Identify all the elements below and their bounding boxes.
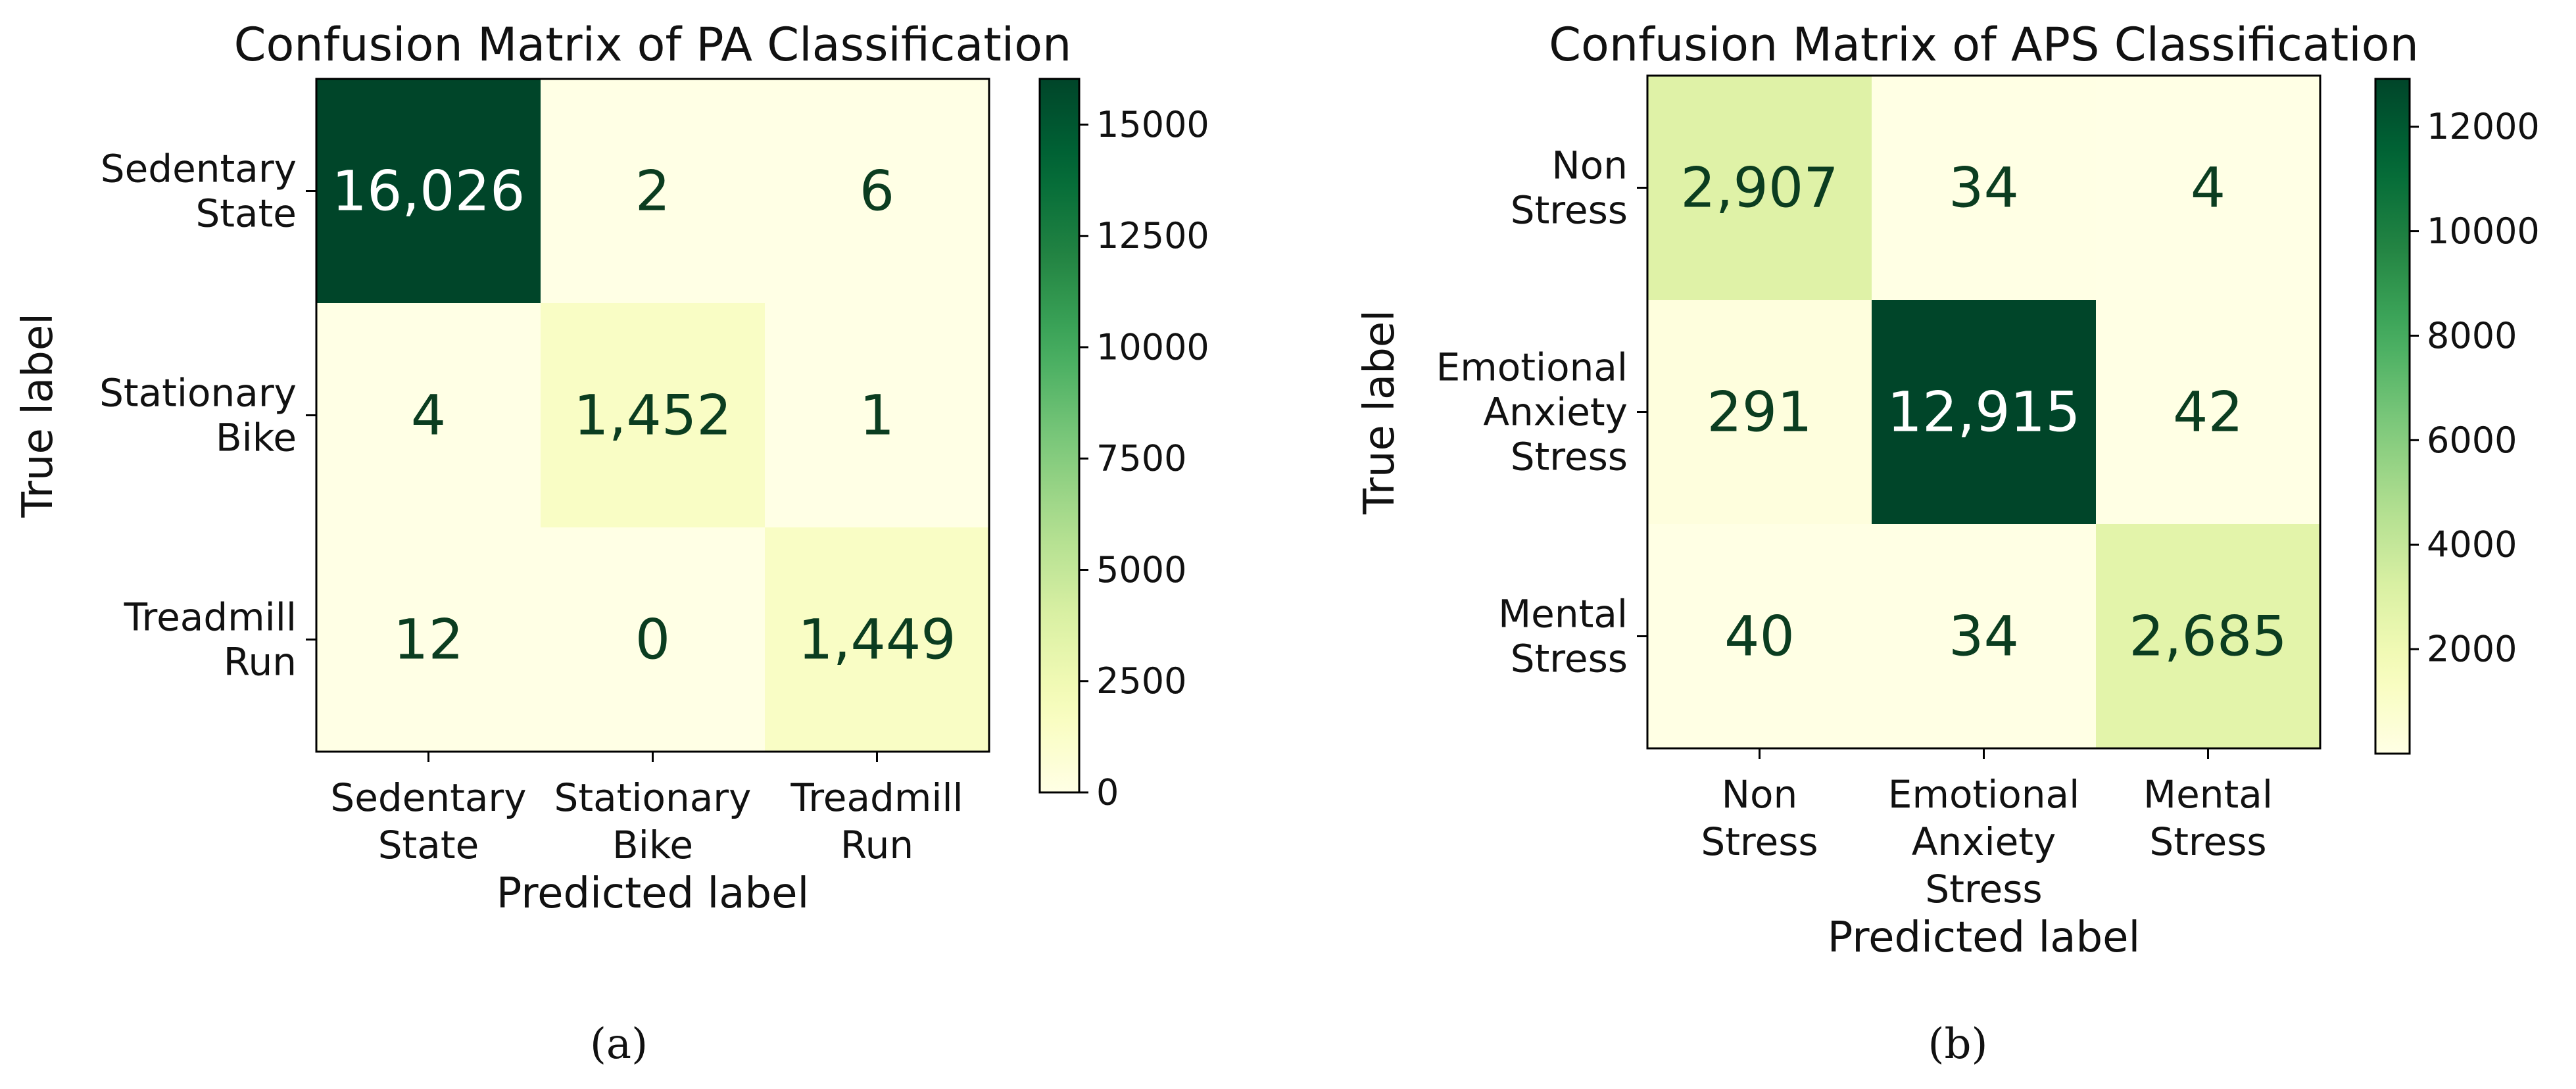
panel-b-cell-0-0	[1647, 76, 1872, 300]
panel-b-x-tick-label-1-1: Anxiety	[1912, 819, 2056, 864]
panel-b-cell-label-2-0: 40	[1724, 604, 1795, 669]
panel-a-cell-2-1	[541, 527, 765, 752]
panel-a-colorbar-tick-label-1: 2500	[1096, 660, 1186, 702]
panel-a-cell-label-1-0: 4	[411, 383, 446, 448]
panel-a-y-tick-label-2-0: Treadmill	[124, 595, 297, 640]
panel-a-y-tick-label-1-0: Stationary	[99, 371, 297, 416]
panel-a-y-tick-label-1-1: Bike	[216, 416, 297, 460]
panel-b-cell-label-2-1: 34	[1949, 604, 2019, 669]
panel-a-x-tick-label-2-1: Run	[840, 823, 913, 867]
panel-b-y-tick-label-1-0: Emotional	[1436, 345, 1628, 390]
panel-b-x-tick-label-2-0: Mental	[2143, 772, 2273, 817]
panel-b-x-tick-label-0-0: Non	[1722, 772, 1798, 817]
panel-b-y-tick-label-0-0: Non	[1551, 143, 1628, 188]
panel-a-cell-1-0	[316, 303, 541, 527]
panel-a-cell-2-0	[316, 527, 541, 752]
panel-a-cell-label-0-0: 16,026	[332, 159, 525, 224]
panel-b-x-tick-label-0-1: Stress	[1701, 819, 1818, 864]
panel-b-panel-label: (b)	[1928, 1020, 1988, 1069]
panel-b-colorbar-tick-label-4: 10000	[2427, 210, 2540, 252]
panel-b-cell-0-1	[1872, 76, 2096, 300]
panel-a-colorbar-tick-label-6: 15000	[1096, 104, 1209, 145]
panel-a-y-tick-label-0-1: State	[195, 191, 297, 236]
panel-a-colorbar	[1038, 78, 1081, 794]
panel-b-cell-label-2-2: 2,685	[2129, 604, 2287, 669]
panel-a-x-tick-label-1-1: Bike	[612, 823, 693, 867]
panel-b-cell-label-1-0: 291	[1707, 380, 1812, 445]
panel-b-cell-2-0	[1647, 524, 1872, 748]
panel-b-colorbar	[2374, 78, 2411, 755]
panel-a-cell-0-1	[541, 79, 765, 303]
panel-a-cell-label-0-1: 2	[635, 159, 670, 224]
panel-b-colorbar-tick-label-0: 2000	[2427, 629, 2517, 670]
panel-a-x-tick-label-1-0: Stationary	[554, 775, 752, 820]
panel-a-x-axis-label: Predicted label	[497, 869, 810, 918]
panel-b-cell-0-2	[2096, 76, 2320, 300]
panel-b-colorbar-tick-label-5: 12000	[2427, 106, 2540, 147]
panel-a-x-tick-label-2-0: Treadmill	[790, 775, 963, 820]
panel-b-cell-label-0-1: 34	[1949, 156, 2019, 220]
panel-a-colorbar-tick-label-4: 10000	[1096, 326, 1209, 368]
panel-a-cell-1-2	[765, 303, 989, 527]
panel-b-cell-label-0-0: 2,907	[1680, 156, 1838, 220]
panel-a-cell-1-1	[541, 303, 765, 527]
panel-b-y-tick-label-2-0: Mental	[1498, 592, 1628, 637]
panel-b-colorbar-tick-label-2: 6000	[2427, 420, 2517, 461]
panel-b-title: Confusion Matrix of APS Classification	[1549, 18, 2419, 72]
panel-a-panel-label: (a)	[590, 1020, 648, 1069]
panel-a-colorbar-tick-label-5: 12500	[1096, 215, 1209, 256]
panel-a-x-tick-label-0-0: Sedentary	[330, 775, 526, 820]
panel-b-cell-label-1-2: 42	[2173, 380, 2243, 445]
panel-a-cell-0-2	[765, 79, 989, 303]
panel-a-cell-label-1-2: 1	[860, 383, 894, 448]
panel-a-cell-0-0	[316, 79, 541, 303]
panel-b-x-axis-label: Predicted label	[1828, 913, 2141, 962]
panel-a-cell-label-2-1: 0	[635, 608, 670, 672]
panel-a-y-tick-label-2-1: Run	[224, 640, 297, 685]
panel-b-cell-1-0	[1647, 300, 1872, 524]
panel-a-y-axis-label: True label	[14, 313, 62, 518]
panel-b-x-tick-label-1-2: Stress	[1925, 867, 2042, 911]
panel-b-cell-1-2	[2096, 300, 2320, 524]
panel-b-cell-2-1	[1872, 524, 2096, 748]
panel-a-cell-2-2	[765, 527, 989, 752]
panel-a-title: Confusion Matrix of PA Classification	[234, 18, 1072, 72]
panel-a-colorbar-tick-label-0: 0	[1096, 772, 1119, 813]
panel-a-cell-label-2-0: 12	[393, 608, 464, 672]
panel-b-y-tick-label-2-1: Stress	[1511, 637, 1628, 681]
panel-b-y-tick-label-1-2: Stress	[1511, 435, 1628, 479]
panel-a-x-tick-label-0-1: State	[378, 823, 479, 867]
panel-b-cell-1-1	[1872, 300, 2096, 524]
panel-b-x-tick-label-2-1: Stress	[2149, 819, 2266, 864]
panel-a-colorbar-tick-label-2: 5000	[1096, 549, 1186, 591]
panel-b-x-tick-label-1-0: Emotional	[1888, 772, 2079, 817]
panel-a-colorbar-tick-label-3: 7500	[1096, 438, 1186, 479]
panel-a-cell-label-2-2: 1,449	[798, 608, 956, 672]
panel-b-y-axis-label: True label	[1355, 310, 1404, 515]
panel-b-y-tick-label-0-1: Stress	[1511, 188, 1628, 233]
panel-a-cell-label-0-2: 6	[860, 159, 894, 224]
panel-b-cell-label-0-2: 4	[2191, 156, 2225, 220]
panel-b-colorbar-tick-label-1: 4000	[2427, 524, 2517, 566]
panel-b-y-tick-label-1-1: Anxiety	[1483, 390, 1628, 435]
panel-b-cell-2-2	[2096, 524, 2320, 748]
panel-a-y-tick-label-0-0: Sedentary	[101, 147, 297, 191]
panel-a-cell-label-1-1: 1,452	[573, 383, 731, 448]
panel-b-cell-label-1-1: 12,915	[1887, 380, 2081, 445]
panel-b-colorbar-tick-label-3: 8000	[2427, 315, 2517, 356]
